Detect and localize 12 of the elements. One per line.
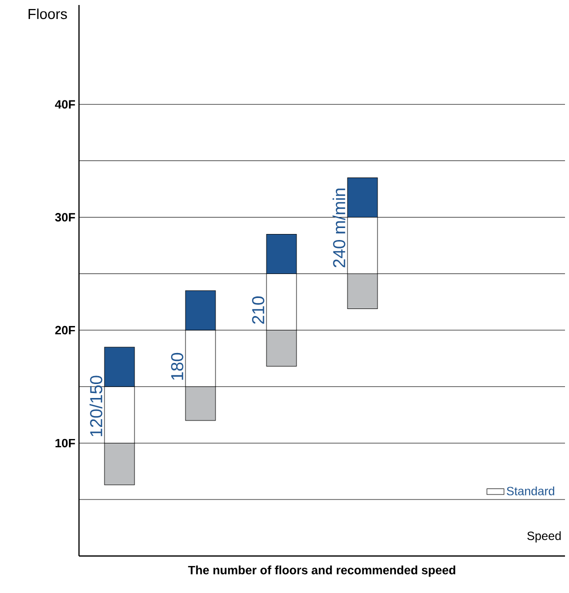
legend-label: Standard xyxy=(506,486,554,496)
y-tick-label: 40F xyxy=(54,100,76,109)
y-tick-label: 20F xyxy=(55,326,76,334)
annotation: 180 xyxy=(171,352,184,380)
y-tick-label: 10F xyxy=(56,438,76,448)
x-axis-title: Speed xyxy=(527,531,561,542)
y-axis-title: Floors xyxy=(28,8,67,20)
annotation: 120/150 xyxy=(90,376,102,436)
text: The number of floors and recommended speed xyxy=(188,566,456,577)
annotation: 210 xyxy=(252,296,264,324)
annotation: 240 m/min xyxy=(332,188,346,268)
y-tick-label: 30F xyxy=(55,213,76,222)
